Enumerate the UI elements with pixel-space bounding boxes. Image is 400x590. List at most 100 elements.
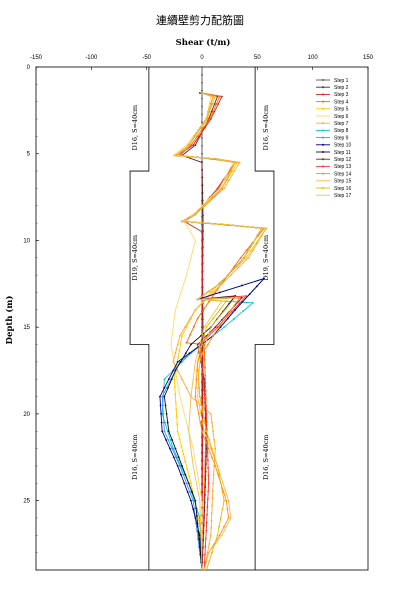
point-12-19-8 [203,509,206,512]
point-13-15-0 [245,295,248,297]
point-16-22-2 [211,551,213,554]
point-11-19-2 [165,412,168,415]
point-1-0-10 [201,144,203,147]
legend-label-12: Step 12 [334,157,351,163]
point-1-1-8 [201,215,203,218]
point-11-20-1 [171,439,174,441]
legend-marker-2 [322,86,324,89]
point-8-15-2 [232,318,235,320]
point-11-17-1 [184,352,187,355]
point-16-19-2 [211,447,213,450]
point-11-21-2 [187,482,190,485]
legend-label-10: Step 10 [334,143,351,149]
point-11-19-1 [164,404,167,407]
point-4-14-0 [196,317,199,320]
point-10-19-1 [159,404,162,407]
point-2-1-2 [210,110,213,113]
point-7-16-1 [176,369,179,372]
point-16-18-2 [202,412,205,415]
point-4-13-0 [214,291,217,294]
series-line-17 [176,92,263,571]
point-5-17-0 [176,429,179,433]
point-7-20-5 [210,519,213,522]
point-7-20-2 [211,497,214,500]
legend-label-1: Step 1 [334,78,349,84]
point-12-18-0 [203,378,206,381]
point-1-0-9 [201,137,203,139]
point-11-18-0 [174,369,177,372]
point-2-5-4 [201,191,204,194]
point-7-21-1 [208,543,211,545]
point-7-15-0 [178,334,181,337]
point-7-16-0 [172,360,175,363]
point-4-14-2 [189,333,192,336]
point-5-15-1 [179,341,182,345]
point-1-0-5 [201,105,203,108]
point-9-20-1 [167,439,170,441]
point-1-0-0 [201,66,203,68]
point-7-19-0 [214,447,217,450]
legend-marker-5 [322,107,324,110]
point-10-20-3 [172,456,175,459]
point-3-10-2 [201,246,204,249]
point-9-19-3 [162,421,165,424]
point-3-11-21 [201,490,204,493]
point-11-19-3 [166,421,169,424]
point-14-20-0 [214,465,217,467]
point-3-10-1 [201,238,203,241]
legend-label-14: Step 14 [334,171,351,177]
point-4-16-4 [204,374,207,377]
point-9-22-0 [192,499,195,502]
point-4-16-6 [204,389,207,392]
point-11-18-2 [167,386,169,389]
point-9-21-1 [182,473,185,476]
x-axis-label: Shear (t/m) [176,37,231,48]
point-2-5-3 [201,184,204,187]
point-16-19-0 [205,430,208,433]
point-7-11-1 [260,234,263,237]
point-13-17-7 [204,397,206,400]
point-16-16-0 [205,326,208,329]
point-10-18-0 [176,360,179,363]
point-8-15-0 [252,301,254,304]
point-5-18-5 [197,519,201,522]
point-13-19-4 [206,513,208,516]
point-16-16-2 [201,343,203,346]
point-5-13-1 [209,291,213,294]
y-axis-label: Depth (m) [4,296,15,345]
point-16-22-1 [213,543,216,545]
point-11-17-2 [179,360,182,363]
point-14-18-3 [199,421,202,424]
point-4-14-1 [192,325,195,328]
point-8-17-1 [181,360,183,363]
legend-marker-4 [322,100,324,103]
point-3-10-7 [201,286,204,289]
point-5-6-1 [231,169,234,173]
point-7-7-0 [223,187,226,190]
point-12-15-0 [240,296,243,299]
point-7-15-2 [174,352,177,355]
point-7-16-2 [181,378,183,381]
point-3-1-1 [217,103,220,105]
legend-marker-14 [322,172,324,175]
point-3-11-17 [201,459,204,462]
point-16-21-0 [223,499,226,502]
point-11-21-0 [181,465,183,467]
point-12-20-0 [203,517,206,519]
point-7-15-1 [176,343,179,346]
y-tick-label-4: 20 [23,412,30,418]
point-10-15-2 [248,293,251,296]
legend-marker-1 [322,79,324,81]
legend-marker-8 [322,129,324,132]
point-13-19-3 [206,506,209,508]
point-7-18-0 [209,412,212,415]
point-12-15-3 [221,318,223,321]
point-8-15-1 [242,310,245,312]
x-axis-ticks: -150 -100 -50 0 50 100 150 [30,55,374,70]
x-tick-label-3: 0 [200,55,204,61]
point-3-11-15 [201,443,204,446]
point-7-6-0 [238,161,241,164]
point-3-11-5 [202,365,204,368]
rebar-label-2: D19, S=40cm [131,235,139,281]
